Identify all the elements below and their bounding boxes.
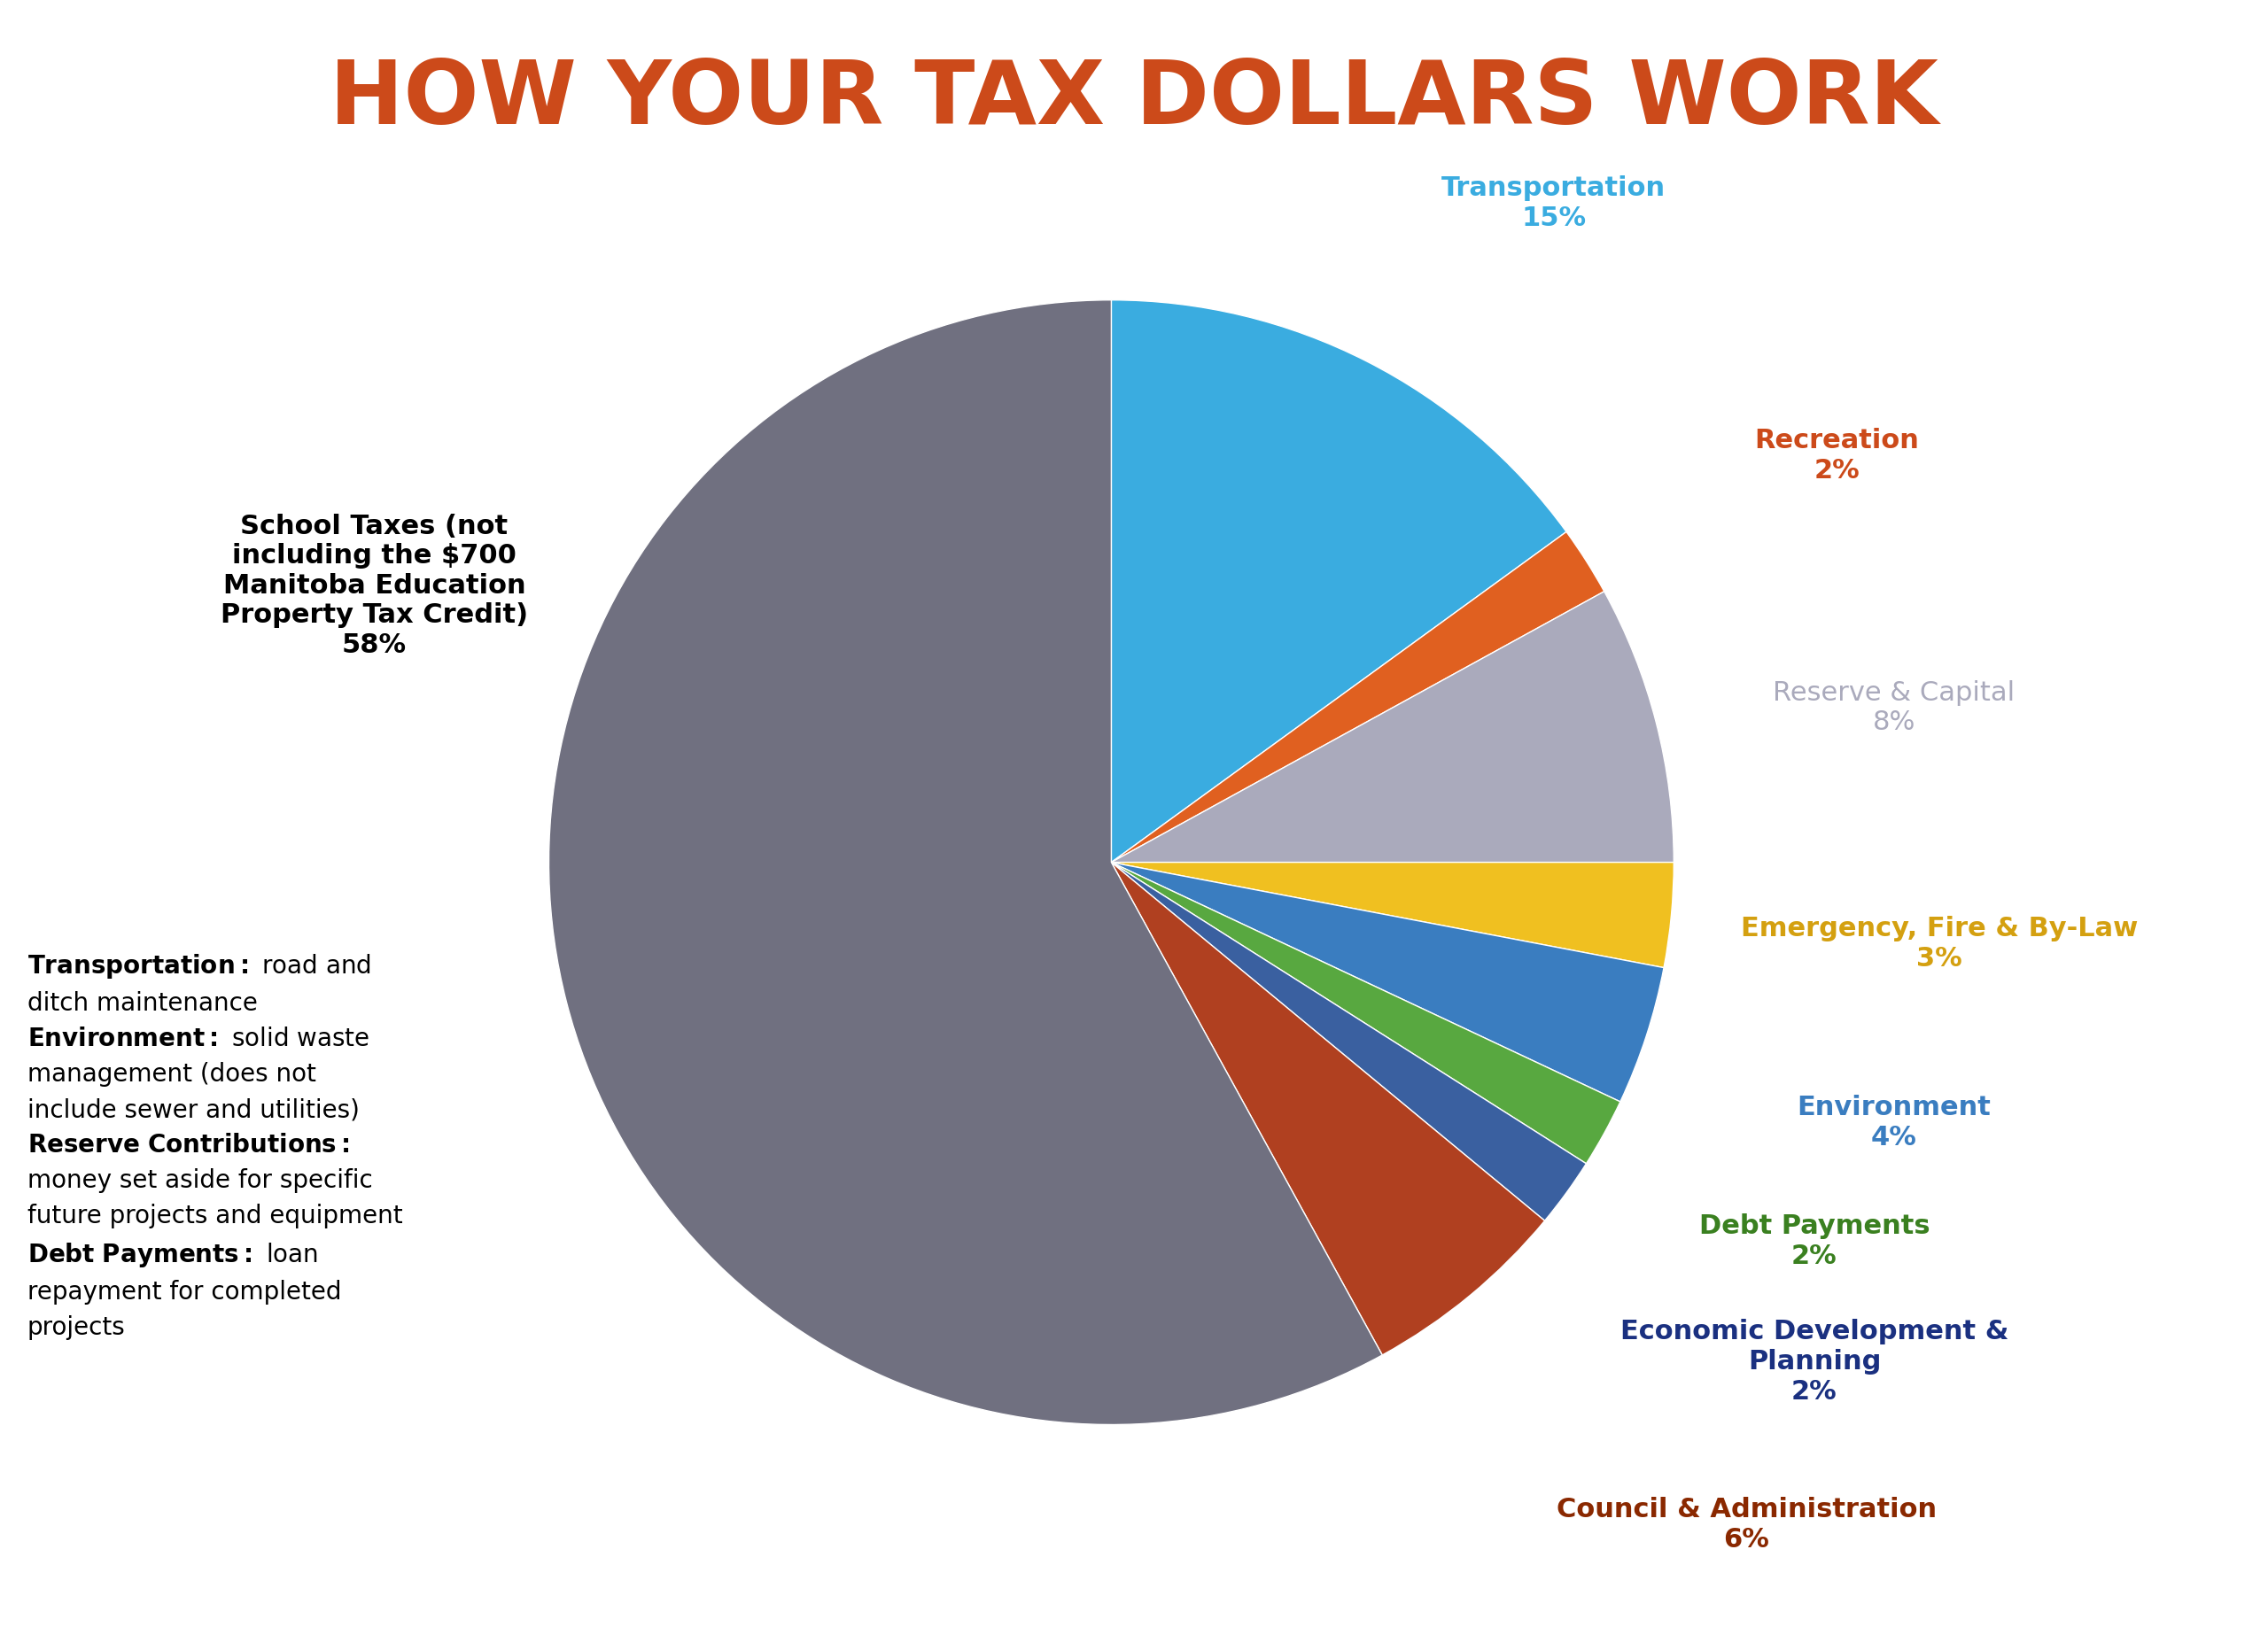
Text: Economic Development &
Planning
2%: Economic Development & Planning 2% xyxy=(1619,1319,2009,1404)
Wedge shape xyxy=(1111,592,1674,862)
Wedge shape xyxy=(1111,862,1665,1101)
Text: School Taxes (not
including the $700
Manitoba Education
Property Tax Credit)
58%: School Taxes (not including the $700 Man… xyxy=(220,514,528,657)
Wedge shape xyxy=(1111,862,1674,968)
Text: Environment
4%: Environment 4% xyxy=(1796,1095,1991,1150)
Text: HOW YOUR TAX DOLLARS WORK: HOW YOUR TAX DOLLARS WORK xyxy=(329,57,1939,143)
Wedge shape xyxy=(1111,532,1603,862)
Wedge shape xyxy=(549,299,1381,1425)
Text: Transportation
15%: Transportation 15% xyxy=(1442,176,1665,231)
Wedge shape xyxy=(1111,862,1585,1220)
Text: Debt Payments
2%: Debt Payments 2% xyxy=(1699,1214,1930,1269)
Text: Emergency, Fire & By-Law
3%: Emergency, Fire & By-Law 3% xyxy=(1740,916,2139,971)
Text: Recreation
2%: Recreation 2% xyxy=(1755,428,1919,483)
Text: $\bf{Transportation:}$ road and
ditch maintenance
$\bf{Environment:}$ solid wast: $\bf{Transportation:}$ road and ditch ma… xyxy=(27,952,401,1339)
Wedge shape xyxy=(1111,862,1545,1355)
Wedge shape xyxy=(1111,299,1567,862)
Text: Council & Administration
6%: Council & Administration 6% xyxy=(1556,1497,1937,1552)
Wedge shape xyxy=(1111,862,1619,1163)
Text: Reserve & Capital
8%: Reserve & Capital 8% xyxy=(1774,680,2014,735)
